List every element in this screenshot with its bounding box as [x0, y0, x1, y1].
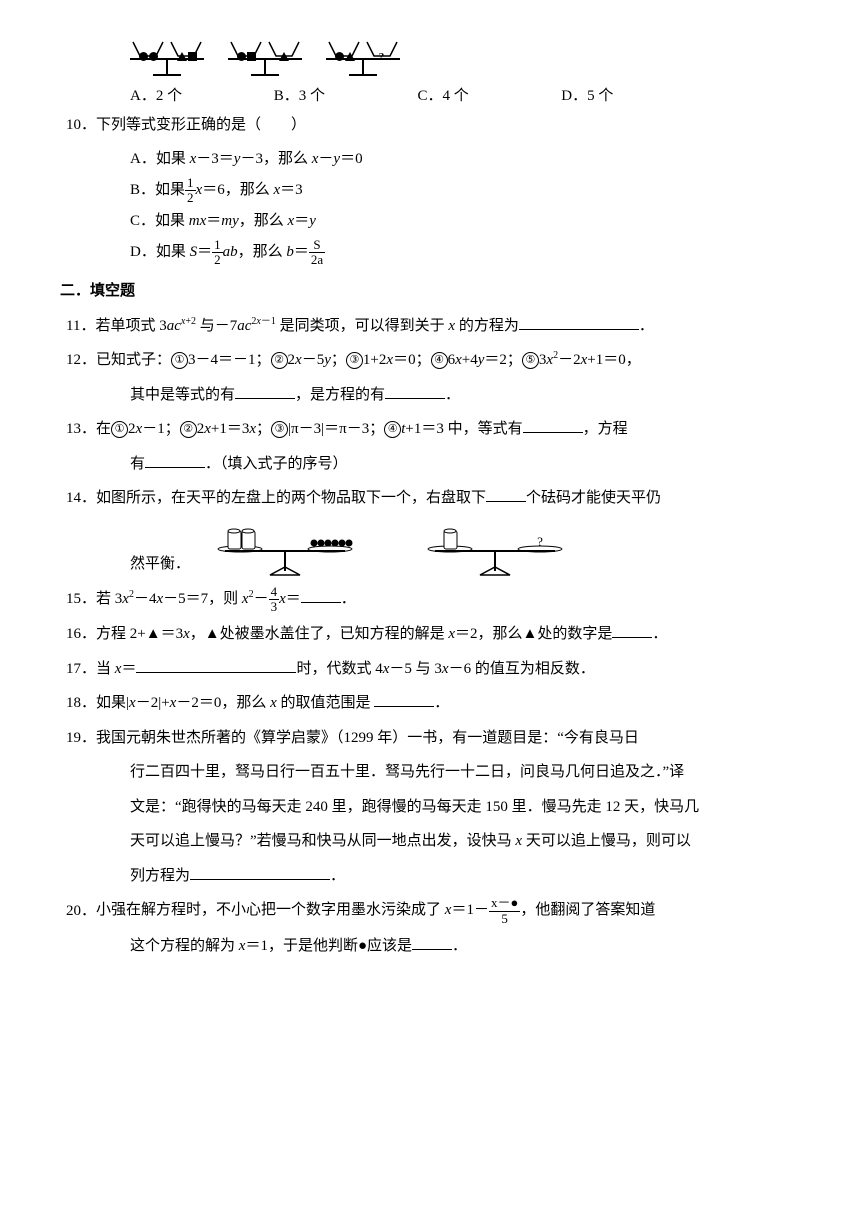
q14-line2: 然平衡． ?	[130, 519, 800, 579]
blank	[374, 691, 434, 707]
scales-illustration: ?	[130, 40, 800, 76]
q16: 16．方程 2+▲＝3x，▲处被墨水盖住了，已知方程的解是 x＝2，那么▲处的数…	[100, 620, 800, 649]
q19-l4: 天可以追上慢马？”若慢马和快马从同一地点出发，设快马 x 天可以追上慢马，则可以	[130, 827, 800, 856]
q10-num: 10．	[66, 111, 96, 140]
q19-l5: 列方程为．	[130, 862, 800, 891]
blank	[523, 417, 583, 433]
q19: 19．我国元朝朱世杰所著的《算学启蒙》（1299 年）一书，有一道题目是：“今有…	[100, 724, 800, 753]
blank	[145, 452, 205, 468]
q12: 12．已知式子：①3－4＝－1；②2x－5y；③1+2x＝0；④6x+4y＝2；…	[100, 346, 800, 375]
blank	[136, 657, 296, 673]
option-a: A．2 个	[130, 82, 270, 111]
q-scales-options: A．2 个 B．3 个 C．4 个 D．5 个	[130, 82, 800, 111]
blank	[301, 587, 341, 603]
blank	[412, 934, 452, 950]
q13: 13．在①2x－1；②2x+1＝3x；③|π－3|＝π－3；④t+1＝3 中，等…	[100, 415, 800, 444]
q19-l2: 行二百四十里，驽马日行一百五十里．驽马先行一十二日，问良马几何日追及之．”译	[130, 758, 800, 787]
q20-l2: 这个方程的解为 x＝1，于是他判断●应该是．	[130, 932, 800, 961]
blank	[612, 622, 652, 638]
section-2-header: 二．填空题	[60, 277, 800, 306]
q17: 17．当 x＝时，代数式 4x－5 与 3x－6 的值互为相反数．	[100, 655, 800, 684]
q10-stem: 下列等式变形正确的是（ ）	[96, 117, 306, 133]
q10-opt-c: C．如果 mx＝my，那么 x＝y	[130, 207, 800, 236]
q10-opt-d: D．如果 S＝12ab，那么 b＝S2a	[130, 238, 800, 268]
option-d: D．5 个	[561, 82, 701, 111]
blank	[385, 383, 445, 399]
blank	[486, 486, 526, 502]
scale-2	[228, 40, 302, 76]
blank	[235, 383, 295, 399]
balance-2: ?	[420, 519, 570, 579]
option-c: C．4 个	[418, 82, 558, 111]
q14: 14．如图所示，在天平的左盘上的两个物品取下一个，右盘取下个砝码才能使天平仍	[100, 484, 800, 513]
q15: 15．若 3x2－4x－5＝7，则 x2－43x＝．	[100, 585, 800, 615]
q10: 10．下列等式变形正确的是（ ）	[100, 111, 800, 140]
q12-line2: 其中是等式的有，是方程的有．	[130, 381, 800, 410]
option-b: B．3 个	[274, 82, 414, 111]
q19-l3: 文是：“跑得快的马每天走 240 里，跑得慢的马每天走 150 里．慢马先走 1…	[130, 793, 800, 822]
q10-opt-b: B．如果12x＝6，那么 x＝3	[130, 176, 800, 206]
blank	[519, 314, 639, 330]
svg-text:?: ?	[537, 534, 543, 549]
q10-opt-a: A．如果 x－3＝y－3，那么 x－y＝0	[130, 145, 800, 174]
blank	[190, 864, 330, 880]
q20: 20．小强在解方程时，不小心把一个数字用墨水污染成了 x＝1－x－●5，他翻阅了…	[100, 896, 800, 926]
q11: 11．若单项式 3acx+2 与－7ac2x－1 是同类项，可以得到关于 x 的…	[100, 312, 800, 341]
balance-1	[210, 519, 360, 579]
balance-illustration: ?	[210, 519, 570, 579]
q18: 18．如果|x－2|+x－2＝0，那么 x 的取值范围是 ．	[100, 689, 800, 718]
q13-line2: 有．（填入式子的序号）	[130, 450, 800, 479]
scale-3: ?	[326, 40, 400, 76]
scale-1	[130, 40, 204, 76]
